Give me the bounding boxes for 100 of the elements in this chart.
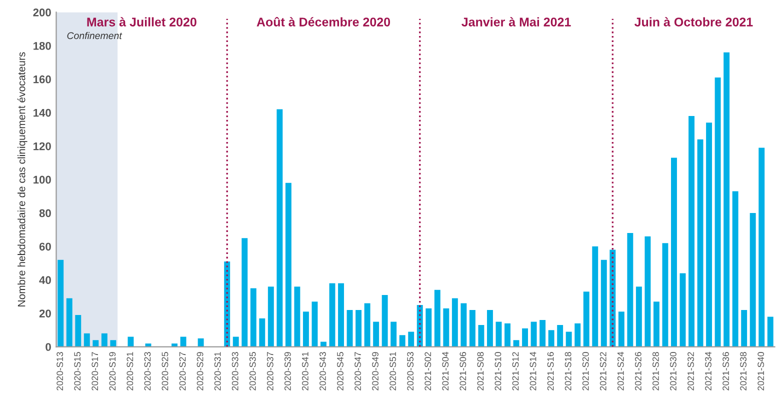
band-label: Confinement (67, 32, 122, 40)
x-tick-label: 2020-S47 (354, 352, 361, 390)
bar (706, 122, 712, 347)
bar (373, 322, 380, 347)
x-tick-label: 2021-S28 (652, 352, 659, 390)
bar (232, 336, 239, 347)
x-tick-label: 2021-S08 (477, 352, 484, 390)
bar (636, 286, 642, 347)
annotation: Juin à Octobre 2021 (634, 17, 753, 26)
bar (452, 298, 458, 347)
bar (390, 322, 397, 347)
bar (75, 315, 82, 347)
bar (250, 288, 256, 347)
bar (741, 310, 748, 347)
bar (399, 335, 406, 347)
bar (276, 109, 283, 347)
bar (644, 236, 651, 347)
bar (285, 182, 292, 347)
bar (312, 302, 318, 347)
x-tick-label: 2020-S51 (390, 352, 396, 390)
x-tick-label: 2021-S04 (442, 352, 449, 390)
bar (574, 323, 581, 347)
bar (540, 320, 546, 347)
bar (92, 340, 99, 347)
bar (688, 116, 694, 347)
x-tick-label: 2020-S49 (372, 352, 378, 390)
bar (600, 260, 607, 347)
y-axis-title: Nombre hebdomadaire de cas cliniquement évocateurs (17, 52, 28, 306)
y-tick-label: 200 (33, 8, 51, 16)
x-tick-label: 2021-S16 (547, 352, 554, 390)
x-tick-label: 2021-S38 (740, 352, 747, 390)
x-tick-label: 2020-S45 (337, 352, 344, 390)
bar (408, 332, 414, 347)
bar (268, 286, 274, 347)
bar (504, 323, 510, 347)
bar (460, 303, 467, 347)
bar (592, 246, 598, 347)
x-tick-label: 2020-S15 (74, 352, 81, 390)
bar (346, 310, 353, 347)
bar (548, 330, 554, 347)
bar (618, 312, 624, 347)
x-tick-label: 2020-S37 (266, 352, 274, 390)
bar (338, 283, 344, 347)
x-tick-label: 2020-S41 (302, 352, 308, 390)
x-tick-label: 2020-S17 (92, 352, 98, 390)
bar (364, 303, 370, 347)
bar (101, 333, 108, 347)
bar (294, 286, 300, 347)
bar (242, 238, 248, 347)
bar (486, 310, 493, 347)
bar (583, 292, 590, 347)
y-tick-label: 100 (34, 176, 51, 184)
bar (382, 294, 388, 347)
bar (653, 302, 660, 347)
x-tick-label: 2020-S21 (126, 352, 134, 390)
bar (530, 322, 537, 347)
bar (758, 148, 765, 347)
bar (84, 333, 90, 347)
bar (627, 233, 634, 347)
x-tick-label: 2020-S39 (284, 352, 291, 390)
x-tick-label: 2020-S29 (196, 352, 204, 390)
bar (198, 338, 204, 347)
bar (714, 77, 721, 347)
x-tick-label: 2020-S43 (320, 352, 326, 390)
bar (496, 322, 502, 347)
x-tick-label: 2021-S24 (617, 352, 624, 390)
bar (58, 260, 64, 347)
bar (680, 273, 686, 347)
bar (434, 290, 440, 347)
x-tick-label: 2021-S40 (758, 352, 764, 390)
y-tick-label: 60 (39, 242, 51, 251)
bar (671, 158, 677, 347)
bar (469, 310, 476, 347)
x-tick-label: 2020-S33 (232, 352, 238, 390)
x-tick-label: 2020-S53 (407, 352, 414, 390)
x-tick-label: 2021-S26 (634, 352, 642, 390)
y-tick-label: 160 (34, 75, 51, 84)
annotation: Mars à Juillet 2020 (87, 17, 196, 26)
bar (767, 316, 774, 347)
annotation: Août à Décembre 2020 (256, 16, 390, 26)
x-tick-label: 2020-S27 (179, 352, 186, 390)
y-tick-label: 20 (39, 310, 51, 318)
y-tick-label: 0 (46, 343, 51, 351)
bar (732, 191, 738, 347)
x-tick-label: 2021-S12 (512, 352, 519, 390)
bar (566, 332, 572, 347)
bar (478, 325, 484, 347)
x-tick-label: 2021-S36 (722, 352, 729, 390)
x-tick-label: 2020-S19 (109, 352, 116, 390)
bar (302, 312, 309, 347)
bar (662, 243, 668, 347)
y-tick-label: 80 (39, 209, 51, 218)
bar (443, 308, 450, 347)
bar (180, 336, 186, 347)
y-tick-label: 120 (34, 142, 51, 150)
bar (110, 340, 116, 347)
annotation: Janvier à Mai 2021 (462, 17, 571, 26)
x-tick-label: 2021-S30 (670, 352, 676, 390)
y-tick-label: 140 (34, 108, 51, 117)
bar (724, 52, 730, 347)
